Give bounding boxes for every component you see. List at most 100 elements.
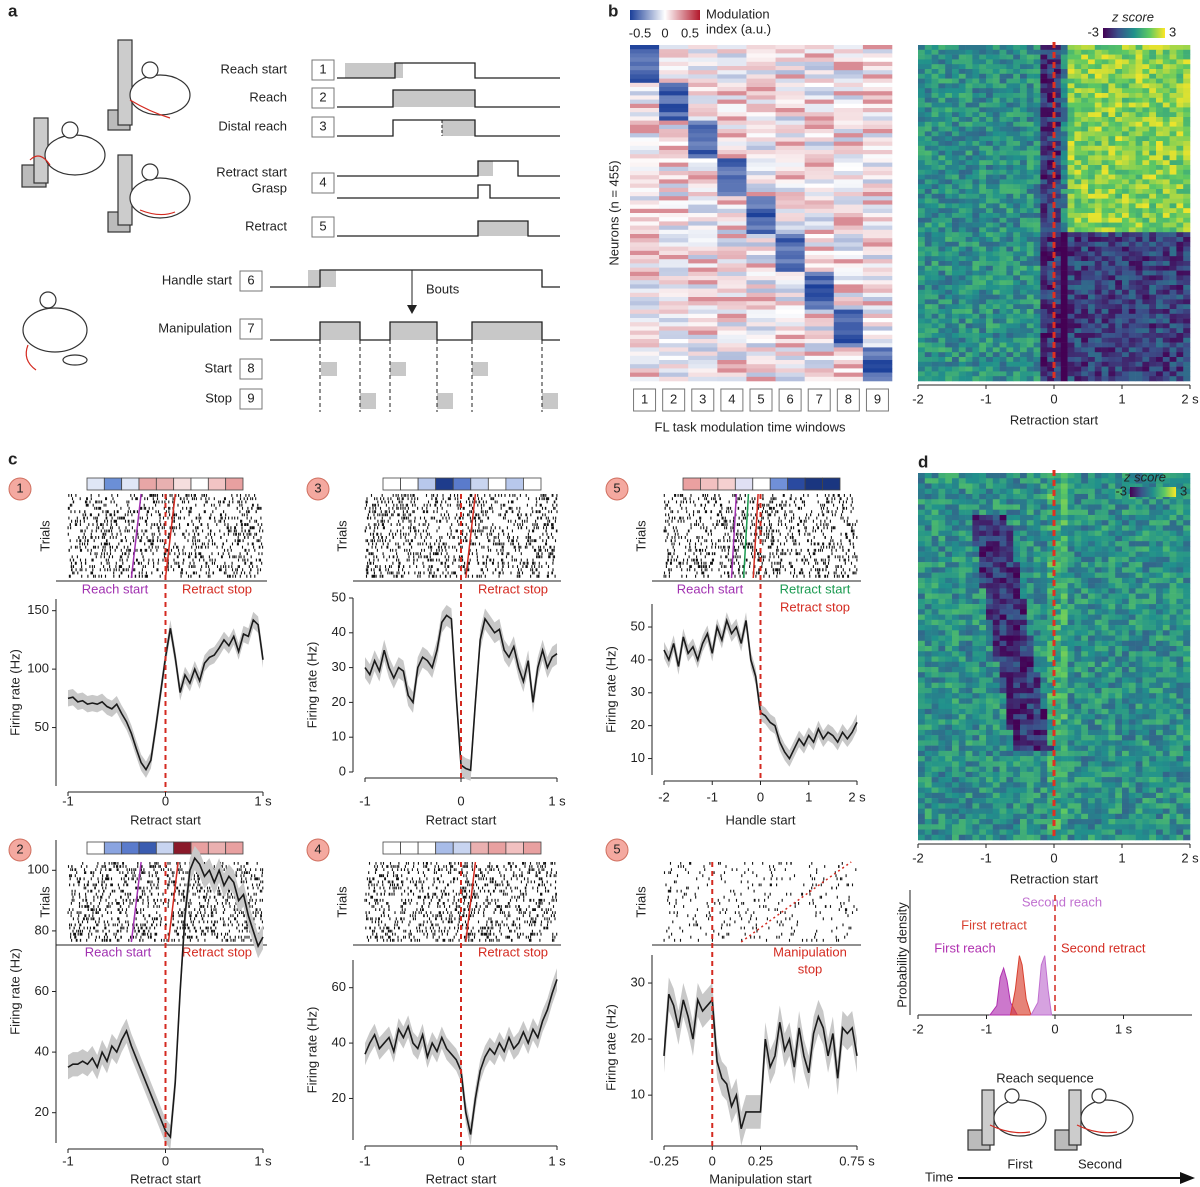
heatmap-cell — [952, 635, 960, 642]
heatmap-cell — [1115, 630, 1123, 636]
heatmap-cell — [1101, 49, 1109, 55]
heatmap-cell — [1149, 619, 1157, 626]
heatmap-cell — [1047, 299, 1055, 305]
heatmap-cell — [1115, 525, 1123, 531]
heatmap-cell — [1128, 189, 1136, 195]
heatmap-cell — [1054, 342, 1062, 348]
heatmap-cell — [1176, 256, 1184, 262]
heatmap-cell — [659, 360, 689, 365]
heatmap-cell — [965, 227, 973, 233]
heatmap-cell — [862, 280, 893, 285]
heatmap-cell — [1040, 174, 1048, 180]
heatmap-cell — [833, 124, 864, 130]
heatmap-cell — [999, 165, 1007, 171]
heatmap-cell — [1108, 198, 1116, 204]
heatmap-cell — [1142, 304, 1150, 310]
heatmap-cell — [1006, 361, 1014, 367]
heatmap-cell — [952, 131, 960, 137]
heatmap-cell — [1033, 556, 1041, 563]
heatmap-cell — [1156, 117, 1164, 123]
heatmap-cell — [1128, 203, 1136, 209]
heatmap-cell — [918, 366, 926, 372]
heatmap-cell — [972, 333, 980, 339]
heatmap-cell — [1067, 78, 1075, 84]
heatmap-cell — [775, 108, 805, 113]
heatmap-cell — [833, 129, 864, 134]
heatmap-cell — [1135, 530, 1143, 537]
heatmap-cell — [717, 95, 747, 100]
heatmap-cell — [1115, 275, 1123, 281]
heatmap-cell — [1088, 169, 1096, 175]
heatmap-cell — [986, 150, 994, 156]
heatmap-cell — [630, 171, 660, 176]
heatmap-cell — [1006, 136, 1014, 142]
heatmap-cell — [688, 288, 718, 294]
heatmap-cell — [1088, 203, 1096, 209]
heatmap-cell — [972, 646, 980, 652]
heatmap-cell — [1006, 619, 1014, 626]
heatmap-cell — [938, 102, 946, 108]
heatmap-cell — [1033, 328, 1041, 334]
heatmap-cell — [1006, 504, 1014, 510]
heatmap-cell — [965, 323, 973, 329]
heatmap-cell — [1054, 577, 1062, 584]
heatmap-cell — [1081, 577, 1089, 584]
heatmap-cell — [931, 64, 939, 70]
heatmap-cell — [1040, 59, 1048, 65]
heatmap-cell — [717, 368, 747, 373]
heatmap-cell — [938, 141, 946, 147]
heatmap-cell — [775, 208, 805, 214]
heatmap-cell — [1026, 294, 1034, 300]
heatmap-cell — [775, 53, 805, 58]
heatmap-cell — [999, 112, 1007, 118]
heatmap-cell — [1128, 347, 1136, 353]
heatmap-cell — [1088, 361, 1096, 367]
heatmap-cell — [938, 651, 946, 657]
heatmap-cell — [833, 78, 864, 84]
heatmap-cell — [1101, 483, 1109, 490]
heatmap-cell — [1156, 131, 1164, 137]
heatmap-cell — [938, 304, 946, 310]
heatmap-cell — [965, 535, 973, 542]
heatmap-cell — [1122, 179, 1130, 185]
heatmap-cell — [952, 136, 960, 142]
heatmap-cell — [1033, 265, 1041, 271]
heatmap-cell — [924, 131, 932, 137]
heatmap-cell — [1115, 102, 1123, 108]
heatmap-cell — [945, 83, 953, 89]
heatmap-cell — [1176, 541, 1184, 547]
heatmap-cell — [972, 64, 980, 70]
heatmap-cell — [1094, 488, 1102, 495]
heatmap-cell — [1081, 155, 1089, 161]
heatmap-cell — [1128, 525, 1136, 531]
heatmap-cell — [965, 640, 973, 647]
heatmap-cell — [931, 366, 939, 372]
heatmap-cell — [1108, 352, 1116, 358]
heatmap-cell — [1183, 541, 1191, 547]
heatmap-cell — [958, 141, 966, 147]
heatmap-cell — [804, 57, 835, 63]
heatmap-cell — [1115, 520, 1123, 526]
heatmap-cell — [1054, 117, 1062, 123]
heatmap-cell — [965, 193, 973, 199]
heatmap-cell — [746, 242, 776, 247]
heatmap-cell — [833, 339, 864, 344]
heatmap-cell — [1122, 357, 1130, 363]
heatmap-cell — [1013, 217, 1021, 223]
heatmap-cell — [952, 530, 960, 537]
heatmap-cell — [931, 509, 939, 516]
heatmap-cell — [931, 309, 939, 315]
heatmap-cell — [1074, 54, 1082, 60]
heatmap-cell — [1074, 285, 1082, 291]
heatmap-cell — [972, 619, 980, 626]
heatmap-cell — [1128, 567, 1136, 573]
heatmap-cell — [659, 372, 689, 378]
heatmap-cell — [979, 280, 987, 286]
heatmap-cell — [979, 323, 987, 329]
heatmap-cell — [918, 64, 926, 70]
heatmap-cell — [972, 625, 980, 631]
heatmap-cell — [630, 225, 660, 231]
heatmap-cell — [945, 541, 953, 547]
heatmap-cell — [659, 95, 689, 100]
